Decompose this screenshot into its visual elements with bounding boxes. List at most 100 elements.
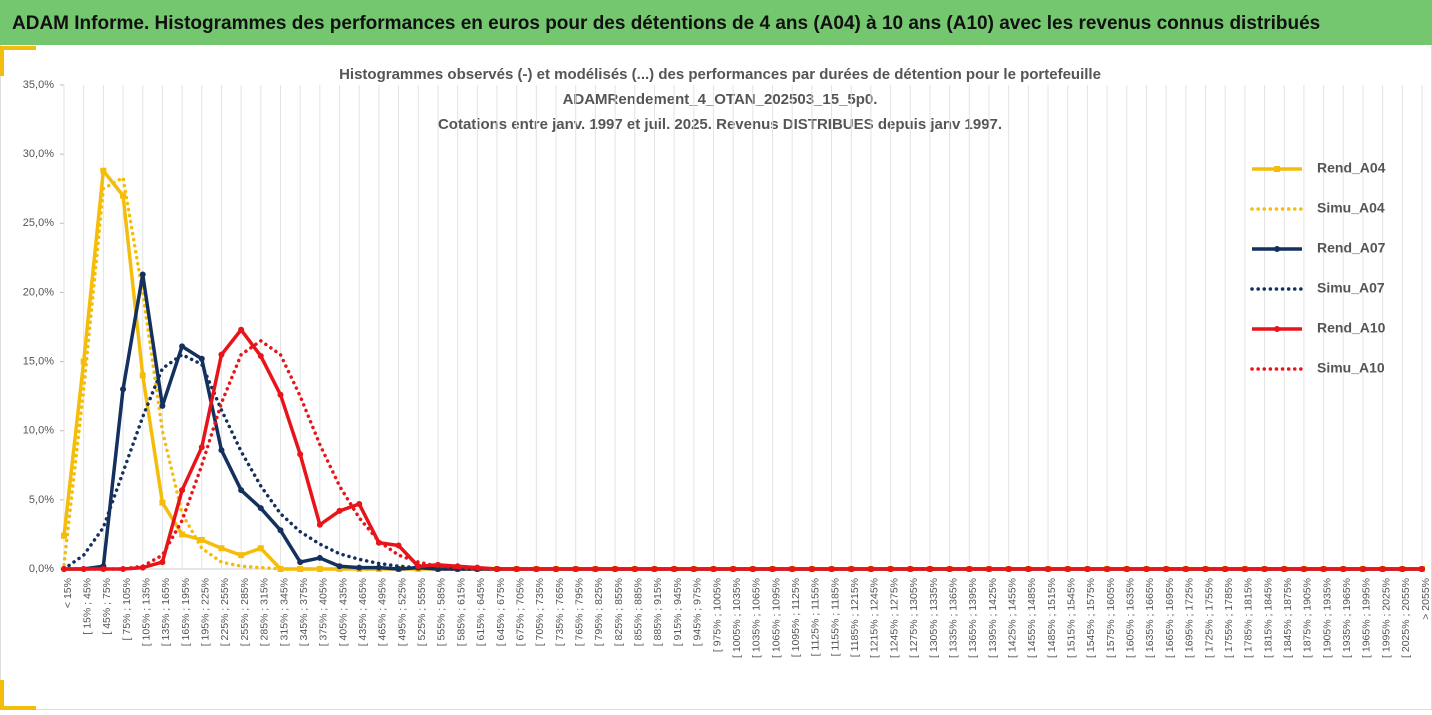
y-tick-label: 30,0% bbox=[23, 148, 54, 160]
marker bbox=[120, 192, 127, 199]
x-tick-label: [ 195% ; 225% bbox=[200, 578, 212, 646]
marker bbox=[336, 563, 343, 570]
legend-marker bbox=[1274, 326, 1280, 332]
marker bbox=[159, 559, 166, 566]
x-tick-label: [ 525% ; 555% bbox=[416, 578, 428, 646]
legend-label: Rend_A10 bbox=[1317, 320, 1386, 336]
accent bbox=[0, 46, 36, 50]
legend-label: Simu_A04 bbox=[1317, 200, 1385, 216]
marker bbox=[257, 505, 264, 512]
x-tick-label: [ 1305% ; 1335% bbox=[928, 578, 940, 658]
marker bbox=[179, 487, 186, 494]
x-tick-label: [ 1515% ; 1545% bbox=[1066, 578, 1078, 658]
x-tick-label: [ 1365% ; 1395% bbox=[967, 578, 979, 658]
marker bbox=[966, 566, 973, 572]
legend-label: Simu_A10 bbox=[1317, 360, 1385, 376]
marker bbox=[710, 566, 717, 572]
x-tick-label: [ 1275% ; 1305% bbox=[908, 578, 920, 658]
y-tick-label: 35,0% bbox=[23, 79, 54, 91]
marker bbox=[80, 358, 87, 365]
marker bbox=[415, 563, 422, 570]
marker bbox=[533, 566, 540, 572]
series-line bbox=[64, 328, 1422, 571]
x-tick-label: [ 1635% ; 1665% bbox=[1144, 578, 1156, 658]
x-tick-label: [ 1425% ; 1455% bbox=[1006, 578, 1018, 658]
x-tick-label: [ 825% ; 855% bbox=[613, 578, 625, 646]
x-tick-label: [ 1095% ; 1125% bbox=[790, 578, 802, 657]
chart-title: Cotations entre janv. 1997 et juil. 2025… bbox=[438, 116, 1002, 133]
marker bbox=[120, 386, 127, 393]
y-tick-label: 25,0% bbox=[23, 217, 54, 229]
accent bbox=[0, 706, 36, 710]
legend: Rend_A04 Simu_A04 Rend_A07 Simu_A07 Rend_A10… bbox=[1250, 160, 1386, 376]
x-tick-label: [ 285% ; 315% bbox=[259, 578, 271, 646]
marker bbox=[1320, 566, 1327, 572]
y-tick-label: 20,0% bbox=[23, 286, 54, 298]
marker bbox=[139, 271, 146, 278]
x-tick-label: [ 615% ; 645% bbox=[475, 578, 487, 646]
x-tick-label: [ 1965% ; 1995% bbox=[1361, 578, 1373, 658]
x-tick-label: [ 405% ; 435% bbox=[337, 578, 349, 646]
legend-label: Rend_A07 bbox=[1317, 240, 1386, 256]
chart-title: Histogrammes observés (-) et modélisés (… bbox=[339, 66, 1101, 83]
x-tick-label: [ 1335% ; 1365% bbox=[947, 578, 959, 658]
x-tick-label: [ 1755% ; 1785% bbox=[1223, 578, 1235, 658]
x-tick-label: [ 225% ; 255% bbox=[219, 578, 231, 646]
x-tick-label: [ 1725% ; 1755% bbox=[1203, 578, 1215, 658]
marker bbox=[238, 552, 245, 559]
plot bbox=[61, 167, 1425, 572]
x-tick-label: [ 45% ; 75% bbox=[101, 578, 113, 635]
marker bbox=[218, 447, 225, 454]
marker bbox=[297, 451, 304, 458]
x-tick-label: [ 1125% ; 1155% bbox=[810, 578, 822, 656]
x-tick-label: [ 1665% ; 1695% bbox=[1164, 578, 1176, 658]
x-tick-label: [ 2025% ; 2055% bbox=[1400, 578, 1412, 658]
marker bbox=[1419, 566, 1425, 572]
x-tick-label: [ 705% ; 735% bbox=[534, 578, 546, 646]
marker bbox=[277, 391, 284, 398]
x-tick-label: [ 165% ; 195% bbox=[180, 578, 192, 646]
x-tick-label: [ 1455% ; 1485% bbox=[1026, 578, 1038, 658]
x-tick-label: [ 555% ; 585% bbox=[436, 578, 448, 646]
marker bbox=[238, 326, 245, 333]
x-tick-label: [ 345% ; 375% bbox=[298, 578, 310, 646]
x-tick-label: [ 1785% ; 1815% bbox=[1243, 578, 1255, 658]
x-tick-label: [ 75% ; 105% bbox=[121, 578, 133, 640]
marker bbox=[297, 559, 304, 566]
marker bbox=[395, 542, 402, 549]
accent bbox=[0, 680, 4, 710]
x-tick-label: [ 435% ; 465% bbox=[357, 578, 369, 646]
marker bbox=[356, 564, 363, 571]
x-tick-label: [ 495% ; 525% bbox=[396, 578, 408, 646]
x-tick-label: [ 1155% ; 1185% bbox=[829, 578, 841, 656]
x-tick-label: [ 1575% ; 1605% bbox=[1105, 578, 1117, 658]
x-tick-label: [ 1245% ; 1275% bbox=[888, 578, 900, 658]
x-tick-label: [ 975% ; 1005% bbox=[711, 578, 723, 652]
x-tick-label: [ 1815% ; 1845% bbox=[1262, 578, 1274, 658]
marker bbox=[179, 531, 186, 538]
marker bbox=[100, 167, 107, 174]
x-tick-label: [ 15% ; 45% bbox=[81, 578, 93, 635]
marker bbox=[238, 487, 245, 494]
marker bbox=[159, 499, 166, 506]
marker bbox=[277, 527, 284, 534]
x-tick-label: [ 1215% ; 1245% bbox=[869, 578, 881, 658]
x-tick-label: [ 795% ; 825% bbox=[593, 578, 605, 646]
y-tick-label: 5,0% bbox=[29, 494, 54, 506]
marker bbox=[257, 545, 264, 552]
marker bbox=[1222, 566, 1229, 572]
x-tick-label: [ 1005% ; 1035% bbox=[731, 578, 743, 658]
marker bbox=[198, 355, 205, 362]
marker bbox=[139, 372, 146, 379]
x-tick-label: [ 915% ; 945% bbox=[672, 578, 684, 646]
x-tick-label: [ 1995% ; 2025% bbox=[1380, 578, 1392, 658]
marker bbox=[100, 566, 107, 572]
x-tick-label: [ 1935% ; 1965% bbox=[1341, 578, 1353, 658]
x-tick-label: [ 1395% ; 1425% bbox=[987, 578, 999, 658]
y-tick-label: 15,0% bbox=[23, 355, 54, 367]
x-tick-label: < 15% bbox=[62, 578, 74, 608]
x-tick-label: [ 945% ; 975% bbox=[692, 578, 704, 646]
x-tick-label: [ 1875% ; 1905% bbox=[1302, 578, 1314, 658]
x-tick-label: [ 1605% ; 1635% bbox=[1125, 578, 1137, 658]
